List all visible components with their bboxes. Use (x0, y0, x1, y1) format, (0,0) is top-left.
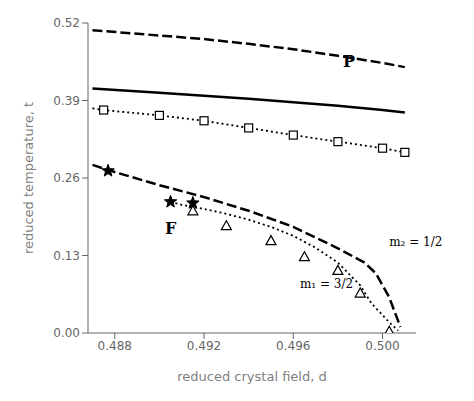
svg-text:0.52: 0.52 (53, 16, 80, 30)
svg-text:F: F (165, 219, 177, 238)
svg-text:0.496: 0.496 (276, 339, 310, 353)
svg-text:0.26: 0.26 (53, 171, 80, 185)
svg-text:m₁ = 3/2: m₁ = 3/2 (300, 277, 353, 291)
svg-text:P: P (343, 52, 355, 71)
svg-text:0.13: 0.13 (53, 249, 80, 263)
svg-text:0.00: 0.00 (53, 326, 80, 340)
svg-text:0.488: 0.488 (98, 339, 132, 353)
svg-text:0.492: 0.492 (187, 339, 221, 353)
svg-text:0.500: 0.500 (365, 339, 399, 353)
svg-text:m₂ = 1/2: m₂ = 1/2 (389, 235, 442, 249)
svg-text:reduced crystal field, d: reduced crystal field, d (177, 369, 326, 384)
svg-text:reduced temperature, t: reduced temperature, t (21, 102, 36, 254)
svg-text:0.39: 0.39 (53, 94, 80, 108)
